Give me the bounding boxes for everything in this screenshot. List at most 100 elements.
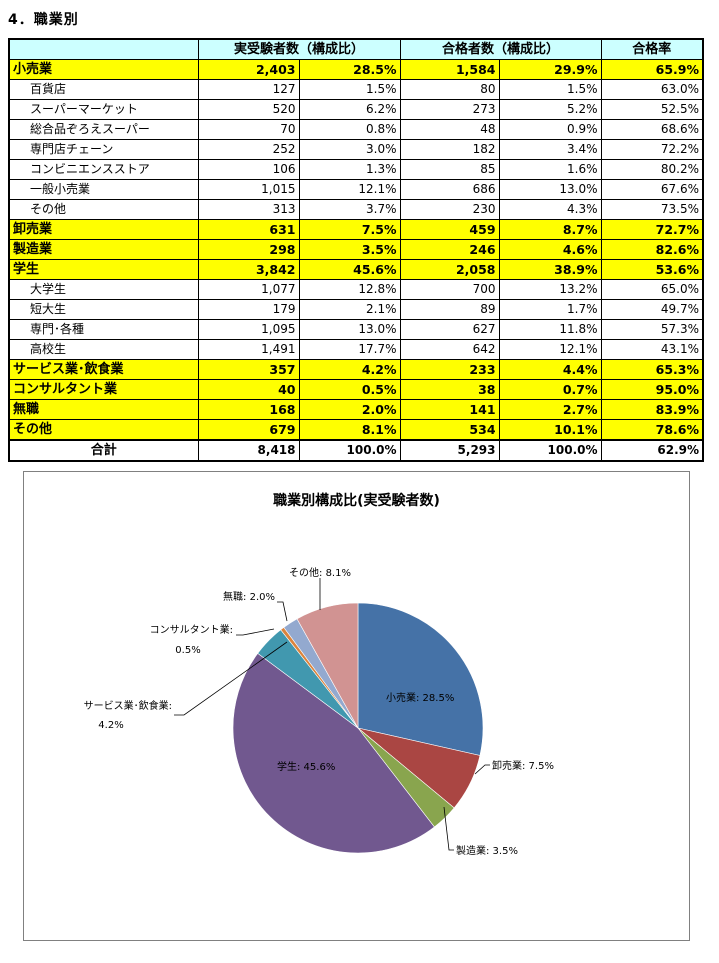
table-row: 百貨店 127 1.5% 80 1.5% 63.0%	[8, 79, 704, 100]
pass-rate: 65.9%	[600, 59, 704, 80]
slice-label: その他: 8.1%	[289, 566, 351, 579]
occupation-table: 実受験者数（構成比） 合格者数（構成比） 合格率 小売業 2,403 28.5% 1,…	[8, 38, 705, 462]
pie-slice	[357, 602, 484, 756]
examinees-count: 70	[197, 119, 300, 140]
examinees-count: 1,491	[197, 339, 300, 360]
examinees-share: 12.1%	[298, 179, 401, 200]
examinees-count: 252	[197, 139, 300, 160]
table-row: サービス業･飲食業 357 4.2% 233 4.4% 65.3%	[8, 359, 704, 380]
pie-slice	[296, 602, 359, 730]
examinees-share: 6.2%	[298, 99, 401, 120]
table-row: 学生 3,842 45.6% 2,058 38.9% 53.6%	[8, 259, 704, 280]
examinees-share: 3.0%	[298, 139, 401, 160]
pie-chart-canvas: 小売業: 28.5% 卸売業: 7.5% 製造業: 3.5% 学生: 45.6% サービ…	[84, 566, 554, 857]
passed-share: 8.7%	[498, 219, 602, 240]
table-row: 専門･各種 1,095 13.0% 627 11.8% 57.3%	[8, 319, 704, 340]
examinees-share: 13.0%	[298, 319, 401, 340]
examinees-share: 1.3%	[298, 159, 401, 180]
leader-line	[236, 628, 275, 636]
header-pass-rate: 合格率	[600, 38, 704, 60]
header-passed: 合格者数（構成比）	[399, 38, 602, 60]
passed-count: 5,293	[399, 439, 500, 462]
examinees-share: 3.7%	[298, 199, 401, 220]
slice-label: 製造業: 3.5%	[456, 844, 518, 857]
table-header-row: 実受験者数（構成比） 合格者数（構成比） 合格率	[8, 38, 704, 60]
passed-share: 38.9%	[498, 259, 602, 280]
pass-rate: 65.3%	[600, 359, 704, 380]
row-label: 総合品ぞろえスーパー	[8, 119, 199, 140]
examinees-count: 298	[197, 239, 300, 260]
row-label: 専門･各種	[8, 319, 199, 340]
slice-label: 0.5%	[175, 645, 200, 656]
examinees-count: 168	[197, 399, 300, 420]
pass-rate: 43.1%	[600, 339, 704, 360]
passed-share: 2.7%	[498, 399, 602, 420]
pass-rate: 53.6%	[600, 259, 704, 280]
pass-rate: 62.9%	[600, 439, 704, 462]
examinees-count: 127	[197, 79, 300, 100]
examinees-share: 45.6%	[298, 259, 401, 280]
passed-count: 627	[399, 319, 500, 340]
passed-count: 273	[399, 99, 500, 120]
pass-rate: 63.0%	[600, 79, 704, 100]
examinees-share: 4.2%	[298, 359, 401, 380]
row-label: コンビニエンスストア	[8, 159, 199, 180]
examinees-share: 100.0%	[298, 439, 401, 462]
passed-count: 1,584	[399, 59, 500, 80]
passed-count: 230	[399, 199, 500, 220]
passed-count: 2,058	[399, 259, 500, 280]
passed-count: 182	[399, 139, 500, 160]
table-row: 一般小売業 1,015 12.1% 686 13.0% 67.6%	[8, 179, 704, 200]
examinees-share: 0.5%	[298, 379, 401, 400]
row-label: 無職	[8, 399, 199, 420]
pass-rate: 83.9%	[600, 399, 704, 420]
pie-chart: 職業別構成比(実受験者数) 小売業: 28.5% 卸売業: 7.5% 製造業: 3.…	[23, 471, 690, 941]
table-row: スーパーマーケット 520 6.2% 273 5.2% 52.5%	[8, 99, 704, 120]
leader-line	[277, 601, 288, 622]
passed-share: 3.4%	[498, 139, 602, 160]
examinees-share: 1.5%	[298, 79, 401, 100]
pass-rate: 67.6%	[600, 179, 704, 200]
passed-share: 29.9%	[498, 59, 602, 80]
examinees-share: 2.0%	[298, 399, 401, 420]
table-row: 専門店チェーン 252 3.0% 182 3.4% 72.2%	[8, 139, 704, 160]
examinees-count: 1,077	[197, 279, 300, 300]
table-row: その他 313 3.7% 230 4.3% 73.5%	[8, 199, 704, 220]
passed-count: 141	[399, 399, 500, 420]
examinees-count: 1,095	[197, 319, 300, 340]
row-label: 製造業	[8, 239, 199, 260]
examinees-share: 7.5%	[298, 219, 401, 240]
examinees-count: 1,015	[197, 179, 300, 200]
pass-rate: 72.2%	[600, 139, 704, 160]
passed-count: 80	[399, 79, 500, 100]
row-label: 短大生	[8, 299, 199, 320]
row-label: その他	[8, 199, 199, 220]
passed-share: 100.0%	[498, 439, 602, 462]
row-label: コンサルタント業	[8, 379, 199, 400]
header-category	[8, 38, 199, 60]
section-title: 4．職業別	[8, 12, 79, 28]
examinees-count: 106	[197, 159, 300, 180]
passed-count: 642	[399, 339, 500, 360]
examinees-count: 357	[197, 359, 300, 380]
examinees-share: 8.1%	[298, 419, 401, 441]
table-row: コンビニエンスストア 106 1.3% 85 1.6% 80.2%	[8, 159, 704, 180]
pass-rate: 72.7%	[600, 219, 704, 240]
row-label: 合計	[8, 439, 199, 462]
examinees-share: 2.1%	[298, 299, 401, 320]
slice-label: 無職: 2.0%	[223, 590, 275, 603]
passed-share: 1.7%	[498, 299, 602, 320]
passed-count: 38	[399, 379, 500, 400]
examinees-count: 179	[197, 299, 300, 320]
pass-rate: 78.6%	[600, 419, 704, 441]
pass-rate: 80.2%	[600, 159, 704, 180]
examinees-count: 679	[197, 419, 300, 441]
examinees-count: 40	[197, 379, 300, 400]
header-examinees: 実受験者数（構成比）	[197, 38, 401, 60]
examinees-count: 3,842	[197, 259, 300, 280]
total-row: 合計 8,418 100.0% 5,293 100.0% 62.9%	[8, 439, 704, 462]
pie-slice	[232, 652, 435, 854]
pass-rate: 57.3%	[600, 319, 704, 340]
passed-share: 11.8%	[498, 319, 602, 340]
examinees-share: 12.8%	[298, 279, 401, 300]
